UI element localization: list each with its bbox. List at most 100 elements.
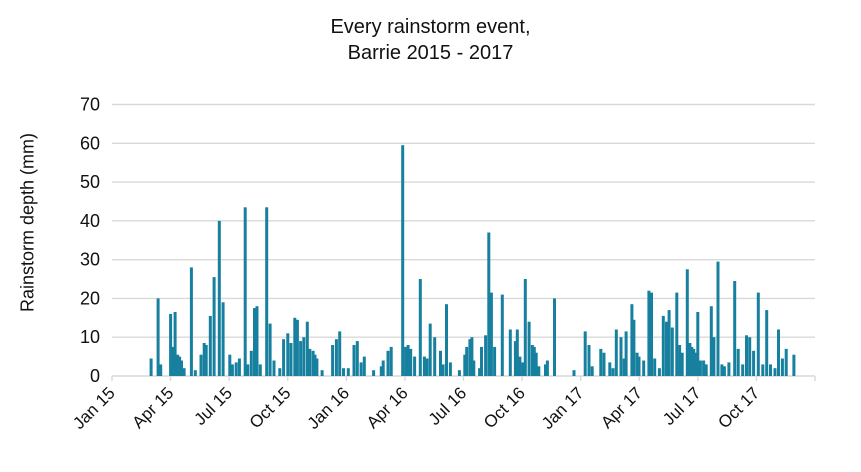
rain-event-bar [608,362,612,376]
rain-event-bar [178,356,182,376]
rain-event-bar [176,354,180,376]
x-tick-label: Jan 16 [304,383,354,433]
rain-event-bar [741,364,745,376]
rain-event-bar [315,358,319,376]
rain-event-bar [302,337,306,376]
rain-event-bar [338,331,342,376]
rain-event-bar [647,290,651,376]
rain-event-bar [299,341,303,376]
rain-event-bar [418,279,422,376]
rain-event-bar [712,337,716,376]
rain-event-bar [523,279,527,376]
rain-event-bar [173,312,177,376]
rain-event-bar [685,269,689,376]
rain-event-bar [508,329,512,376]
rain-event-bar [470,337,474,376]
rain-event-bar [642,360,646,376]
rain-event-bar [702,360,706,376]
rain-event-bar [272,360,276,376]
x-tick-label: Oct 15 [246,383,295,432]
rain-event-bar [480,346,483,376]
rain-event-bar [716,261,720,376]
rain-event-bar [653,358,657,376]
rain-event-bar [694,352,698,376]
rain-event-bar [221,302,225,376]
rain-event-bar [169,313,173,376]
rain-event-bar [293,317,297,376]
rain-event-bar [359,362,363,376]
rain-event-bar [472,360,476,376]
chart-title: Every rainstorm event, Barrie 2015 - 201… [0,14,861,66]
rain-event-bar [445,304,448,376]
rain-event-bar [537,366,541,376]
y-tick-label: 60 [80,133,100,153]
rain-event-bar [342,368,345,376]
y-tick-label: 50 [80,172,100,192]
rain-event-bar [255,306,259,376]
rain-event-bar [518,356,522,376]
rain-event-bar [331,345,335,376]
rain-event-bar [680,352,684,376]
rain-event-bar [457,370,461,376]
rain-event-bar [630,304,634,376]
rain-event-bar [433,337,437,376]
rain-event-bar [688,343,692,376]
rain-event-bar [289,343,293,376]
rain-event-bar [217,220,221,376]
rain-event-bar [439,350,442,376]
rain-event-bar [448,362,452,376]
rain-event-bar [379,366,383,376]
rain-event-bar [212,277,216,376]
x-tick-label: Jan 17 [538,383,588,433]
rain-event-bar [355,341,359,376]
rain-event-bar [521,362,525,376]
rain-event-bar [489,292,493,376]
rain-event-bar [208,315,212,376]
rain-event-bar [228,354,232,376]
rain-event-bar [404,346,408,376]
x-tick-label: Jul 17 [659,383,705,429]
rain-event-bar [253,308,256,376]
rain-event-bar [265,207,269,376]
rain-event-bar [544,364,547,376]
chart-title-line1: Every rainstorm event, [330,16,531,38]
rain-event-bar [180,360,183,376]
rain-event-bar [761,364,765,376]
rain-event-bar [690,346,694,376]
rain-event-bar [308,348,312,376]
rain-event-bar [657,368,661,376]
rain-event-bar [249,350,253,376]
rain-event-bar [286,333,290,376]
y-tick-label: 20 [80,288,100,308]
rain-event-bar [614,329,618,376]
x-tick-label: Jul 16 [425,383,471,429]
rain-event-bar [635,352,639,376]
rain-event-bar [313,354,317,376]
rain-event-bar [246,364,250,376]
rain-event-bar [698,360,702,376]
rain-event-bar [756,292,760,376]
rain-event-bar [733,281,737,376]
rain-event-bar [736,348,740,376]
rain-event-bar [463,354,467,376]
rain-event-bar [545,360,549,376]
rain-event-bar [709,306,713,376]
rain-event-bar [389,346,393,376]
rain-event-bar [346,368,350,376]
rain-event-bar [784,348,788,376]
rain-event-bar [278,368,282,376]
rain-event-bar [619,337,623,376]
rain-event-bar [484,335,488,376]
y-tick-label: 40 [80,211,100,231]
chart-title-line2: Barrie 2015 - 2017 [347,42,514,64]
rain-event-bar [441,364,445,376]
rain-event-bar [727,362,731,376]
rain-event-bar [320,370,324,376]
rain-event-bar [765,310,769,376]
rain-event-bar [182,368,186,376]
rain-event-bar [386,350,390,376]
rain-event-bar [692,348,696,376]
y-tick-label: 0 [90,366,100,386]
